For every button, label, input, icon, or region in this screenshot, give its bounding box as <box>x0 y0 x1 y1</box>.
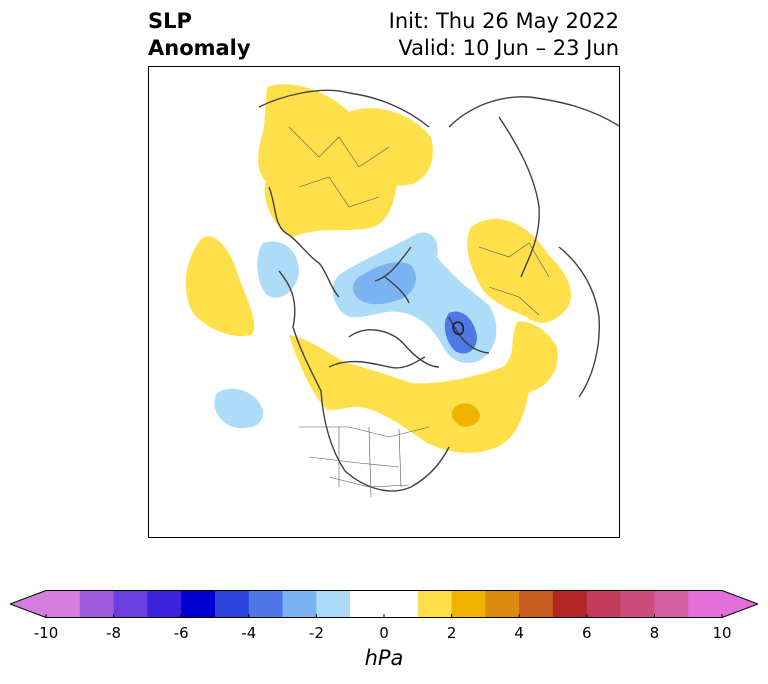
positive-canada-atlantic <box>289 321 558 453</box>
title-line-2: Anomaly <box>148 36 251 60</box>
colorbar-extend-low <box>10 590 46 618</box>
init-date: Init: Thu 26 May 2022 <box>388 9 619 33</box>
positive-east-asia <box>467 218 572 323</box>
colorbar-tick-label: 4 <box>514 624 524 642</box>
negative-atlantic <box>214 388 264 429</box>
colorbar-tick-label: -8 <box>106 624 122 642</box>
colorbar-tick-label: 6 <box>582 624 592 642</box>
colorbar-bin-7 <box>282 590 317 618</box>
coastlines <box>258 89 619 492</box>
map-subtitle: Init: Thu 26 May 2022 Valid: 10 Jun – 23… <box>389 8 619 62</box>
anomaly-shading <box>185 84 572 453</box>
country-borders <box>288 126 550 498</box>
colorbar-tick-label: -2 <box>308 624 324 642</box>
colorbar-bin-4 <box>181 590 216 618</box>
low-center-contour <box>452 321 465 336</box>
colorbar-tick-label: 0 <box>379 624 389 642</box>
anomaly-map <box>185 84 619 498</box>
colorbar-tick-label: -6 <box>173 624 189 642</box>
colorbar-bin-17 <box>654 590 689 618</box>
map-title: SLP Anomaly <box>148 8 251 62</box>
colorbar-bin-18 <box>688 590 723 618</box>
colorbar-tick-label: 2 <box>446 624 457 642</box>
colorbar-bin-3 <box>147 590 182 618</box>
colorbar-bin-12 <box>485 590 520 618</box>
negative-pacific <box>257 241 299 298</box>
colorbar-bin-10 <box>417 590 453 618</box>
negative-siberia-deep <box>444 311 477 354</box>
colorbar-bin-9 <box>350 590 419 618</box>
colorbar-tick-label: 8 <box>649 624 660 642</box>
colorbar-bin-6 <box>248 590 284 618</box>
map-panel <box>148 66 620 538</box>
colorbar <box>10 590 758 618</box>
colorbar-bin-14 <box>553 590 588 618</box>
positive-alaska-pacific <box>185 236 255 337</box>
colorbar-tick-label: -4 <box>241 624 257 642</box>
title-line-1: SLP <box>148 9 192 33</box>
colorbar-extend-high <box>722 590 758 618</box>
colorbar-bin-0 <box>46 590 81 618</box>
positive-europe-scandinavia <box>258 84 433 237</box>
colorbar-bin-16 <box>620 590 655 618</box>
colorbar-bin-2 <box>113 590 148 618</box>
colorbar-bin-8 <box>316 590 351 618</box>
negative-siberia-low <box>353 262 416 305</box>
colorbar-bin-5 <box>215 590 250 618</box>
positive-hudson-bay-core <box>451 403 480 427</box>
colorbar-bin-13 <box>519 590 554 618</box>
colorbar-bin-1 <box>79 590 115 618</box>
colorbar-tick-label: -10 <box>33 624 59 642</box>
colorbar-unit-label: hPa <box>364 646 404 670</box>
colorbar-bin-11 <box>451 590 486 618</box>
colorbar-tick-label: 10 <box>712 624 732 642</box>
colorbar-bin-15 <box>586 590 622 618</box>
valid-range: Valid: 10 Jun – 23 Jun <box>398 36 619 60</box>
